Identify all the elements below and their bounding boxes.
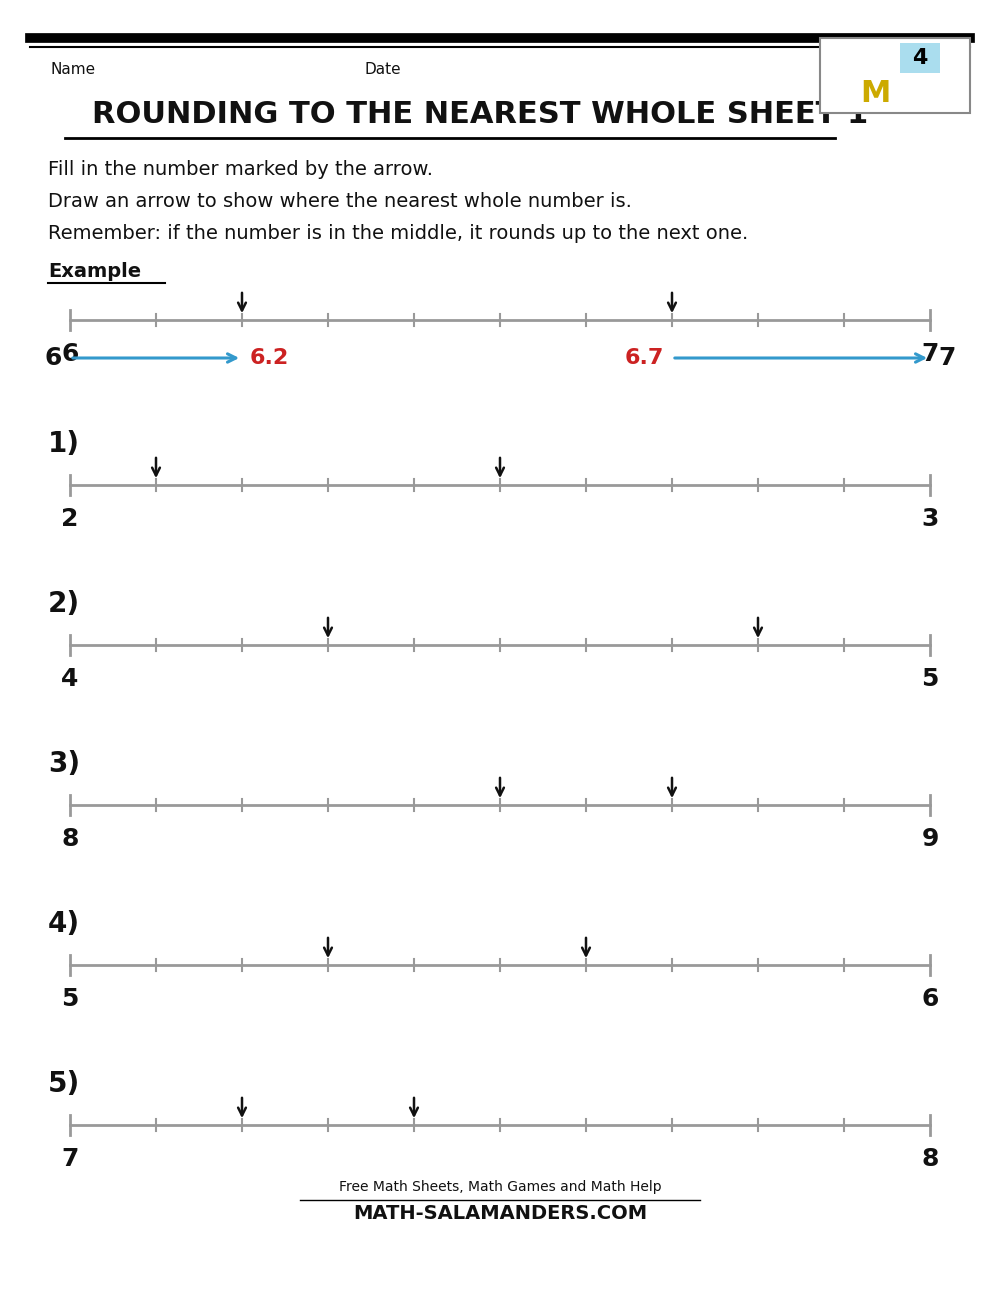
Bar (820, 38, 970, 113)
Text: 9: 9 (921, 827, 939, 851)
Bar (900, 43, 940, 72)
Text: Date: Date (365, 62, 402, 78)
Text: 6: 6 (921, 987, 939, 1011)
Text: M: M (860, 79, 890, 107)
Text: 6: 6 (45, 345, 62, 370)
Text: 7: 7 (61, 1146, 79, 1171)
Text: 3): 3) (48, 751, 80, 778)
Text: ROUNDING TO THE NEAREST WHOLE SHEET 1: ROUNDING TO THE NEAREST WHOLE SHEET 1 (92, 100, 868, 129)
Text: 7: 7 (938, 345, 955, 370)
Text: Remember: if the number is in the middle, it rounds up to the next one.: Remember: if the number is in the middle… (48, 224, 748, 243)
Text: 2): 2) (48, 590, 80, 619)
Text: 5: 5 (921, 666, 939, 691)
Text: Draw an arrow to show where the nearest whole number is.: Draw an arrow to show where the nearest … (48, 192, 632, 211)
Text: 3: 3 (921, 507, 939, 531)
Text: 5: 5 (61, 987, 79, 1011)
Text: 7: 7 (921, 342, 939, 366)
Text: 1): 1) (48, 430, 80, 458)
Text: 8: 8 (61, 827, 79, 851)
Text: 6.2: 6.2 (250, 348, 289, 367)
Text: Example: Example (48, 261, 141, 281)
Text: 6: 6 (61, 342, 79, 366)
Text: 2: 2 (61, 507, 79, 531)
Text: 5): 5) (48, 1070, 80, 1099)
Text: Free Math Sheets, Math Games and Math Help: Free Math Sheets, Math Games and Math He… (339, 1180, 661, 1194)
Text: 6.7: 6.7 (625, 348, 664, 367)
Text: 4): 4) (48, 910, 80, 938)
Text: MATH-SALAMANDERS.COM: MATH-SALAMANDERS.COM (353, 1203, 647, 1223)
Text: 8: 8 (921, 1146, 939, 1171)
Text: 4: 4 (61, 666, 79, 691)
Text: Name: Name (50, 62, 95, 78)
Text: 4: 4 (912, 48, 928, 69)
Text: Fill in the number marked by the arrow.: Fill in the number marked by the arrow. (48, 160, 433, 179)
